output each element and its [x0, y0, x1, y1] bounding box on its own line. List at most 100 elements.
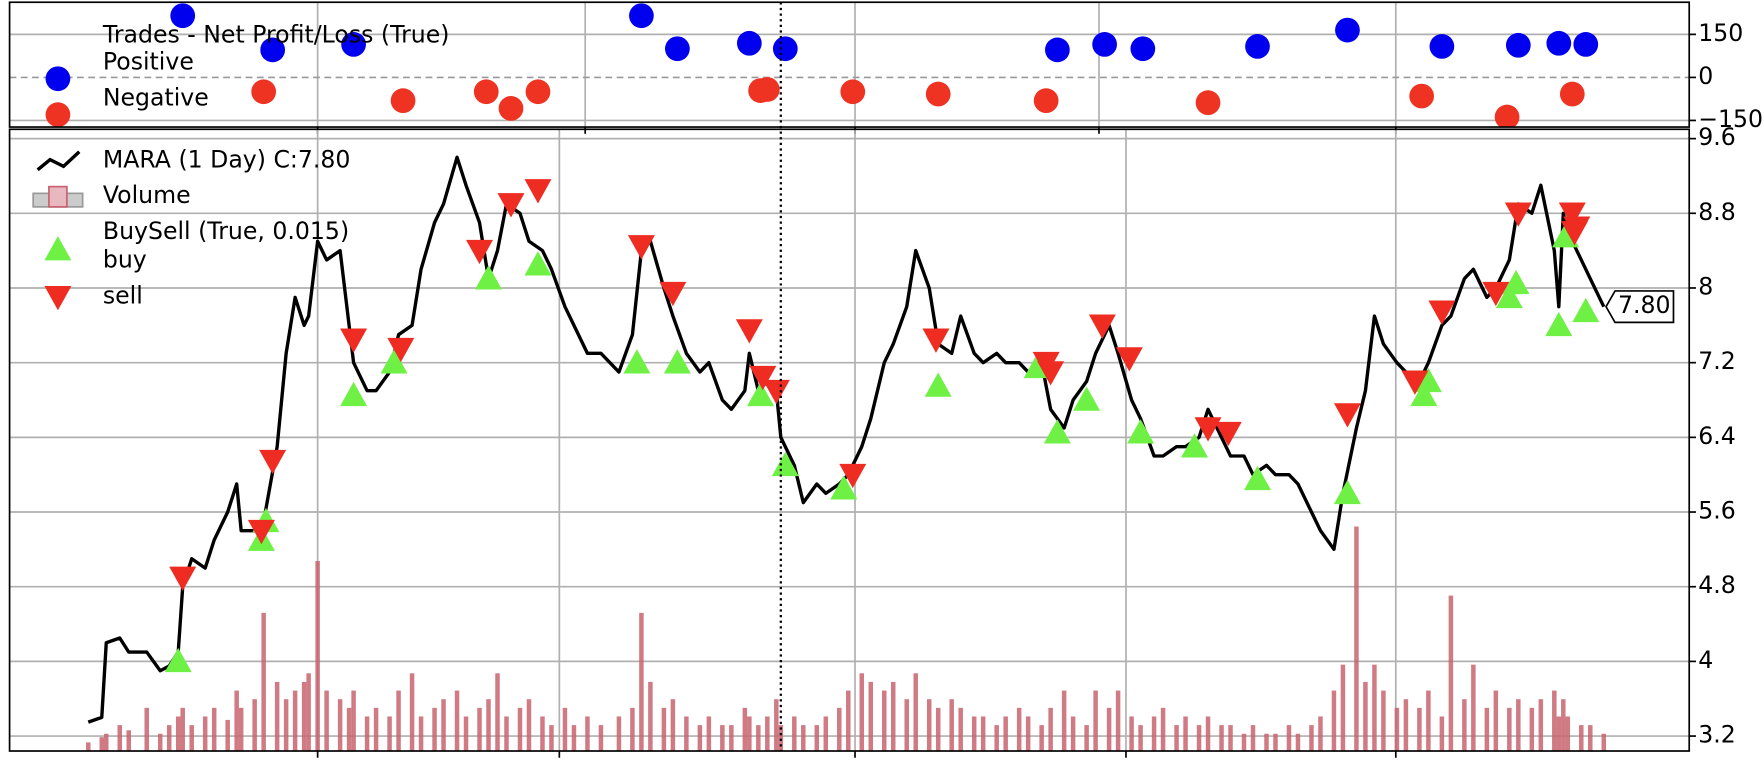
- volume-bar: [697, 725, 703, 752]
- volume-bar: [1174, 725, 1179, 752]
- volume-bar: [1318, 716, 1323, 752]
- volume-bar: [517, 707, 523, 752]
- volume-bar: [1471, 664, 1476, 752]
- volume-bar: [882, 690, 887, 752]
- volume-bar: [175, 716, 181, 752]
- volume-bar: [1016, 707, 1022, 752]
- volume-bar: [1579, 725, 1584, 752]
- volume-bar: [1070, 716, 1076, 752]
- marker: [1573, 32, 1599, 57]
- marker: [497, 193, 525, 218]
- marker: [1127, 419, 1155, 444]
- volume-bar: [495, 673, 500, 752]
- volume-bar: [1561, 699, 1566, 752]
- volume-bar: [1516, 699, 1521, 752]
- marker: [659, 281, 687, 307]
- volume-bar: [1228, 725, 1233, 752]
- marker: [251, 79, 277, 105]
- marker: [473, 79, 499, 105]
- volume-bar: [364, 716, 370, 752]
- volume-bar: [315, 561, 320, 752]
- volume-bar: [396, 690, 401, 752]
- marker: [1045, 37, 1070, 63]
- volume-bar: [1556, 716, 1562, 752]
- marker: [924, 372, 952, 397]
- legend-icon: [44, 286, 72, 311]
- volume-bar: [1219, 725, 1224, 752]
- volume-bar: [99, 737, 105, 752]
- y-tick-label: 4: [1698, 646, 1713, 674]
- marker: [1559, 81, 1585, 107]
- series-group: [170, 3, 1599, 128]
- marker: [169, 566, 197, 591]
- volume-bar: [1417, 707, 1422, 752]
- volume-bar: [104, 733, 109, 752]
- volume-bar: [418, 716, 424, 752]
- marker: [1333, 403, 1361, 428]
- volume-bar: [346, 707, 352, 752]
- volume-bar: [526, 699, 532, 752]
- volume-bar: [1601, 733, 1607, 752]
- marker: [390, 88, 416, 114]
- marker: [1401, 370, 1429, 395]
- volume-bar: [661, 707, 667, 752]
- volume-bar: [202, 716, 208, 752]
- marker: [1245, 34, 1270, 59]
- volume-bar: [486, 699, 491, 752]
- marker: [1037, 361, 1065, 386]
- volume-bar: [1381, 690, 1386, 752]
- volume-bar: [1588, 725, 1593, 752]
- volume-bar: [1493, 690, 1499, 752]
- volume-bar: [926, 699, 932, 752]
- volume-bar: [1372, 664, 1377, 752]
- volume-bar: [1264, 733, 1269, 752]
- volume-bar: [971, 716, 977, 752]
- marker: [1546, 30, 1572, 56]
- series-group: [86, 155, 1607, 752]
- marker: [1181, 433, 1209, 458]
- volume-bar: [913, 673, 918, 752]
- volume-bar: [648, 681, 653, 752]
- volume-bar: [598, 725, 604, 752]
- volume-bar: [1241, 733, 1247, 752]
- y-tick-label: 150: [1698, 19, 1743, 47]
- volume-bar: [1529, 707, 1535, 752]
- volume-bar: [166, 725, 172, 752]
- marker: [1563, 216, 1591, 241]
- volume-bar: [720, 725, 725, 752]
- marker: [1092, 32, 1117, 57]
- bottom-frame: [8, 128, 1691, 752]
- legend-icon: [44, 236, 72, 261]
- volume-bar: [463, 716, 469, 752]
- volume-bar: [292, 690, 298, 752]
- marker: [1429, 34, 1455, 59]
- marker: [1088, 314, 1116, 339]
- volume-bar: [1129, 716, 1134, 752]
- volume-bar: [1039, 725, 1044, 752]
- volume-bar: [1115, 690, 1121, 752]
- volume-bar: [1183, 716, 1188, 752]
- legend-label: Volume: [103, 181, 191, 209]
- price-line: [87, 155, 1606, 724]
- volume-bar: [1363, 681, 1368, 752]
- volume-bar: [774, 699, 779, 752]
- volume-bar: [1507, 707, 1512, 752]
- y-tick-label: 3.2: [1698, 721, 1736, 749]
- volume-bar: [540, 716, 545, 752]
- volume-bar: [742, 707, 748, 752]
- volume-bar: [801, 725, 806, 752]
- volume-bar: [1426, 690, 1431, 752]
- volume-bar: [432, 707, 437, 752]
- legend-label: BuySell (True, 0.015): [103, 217, 349, 245]
- volume-bar: [441, 699, 446, 752]
- marker: [922, 328, 950, 353]
- marker: [749, 365, 777, 391]
- volume-bar: [859, 673, 865, 752]
- marker: [1494, 104, 1520, 128]
- marker: [1043, 419, 1071, 444]
- volume-bar: [1003, 716, 1008, 752]
- volume-bar: [1160, 707, 1166, 752]
- volume-bar: [837, 707, 842, 752]
- legend-icon: [36, 150, 81, 172]
- volume-bar: [684, 716, 689, 752]
